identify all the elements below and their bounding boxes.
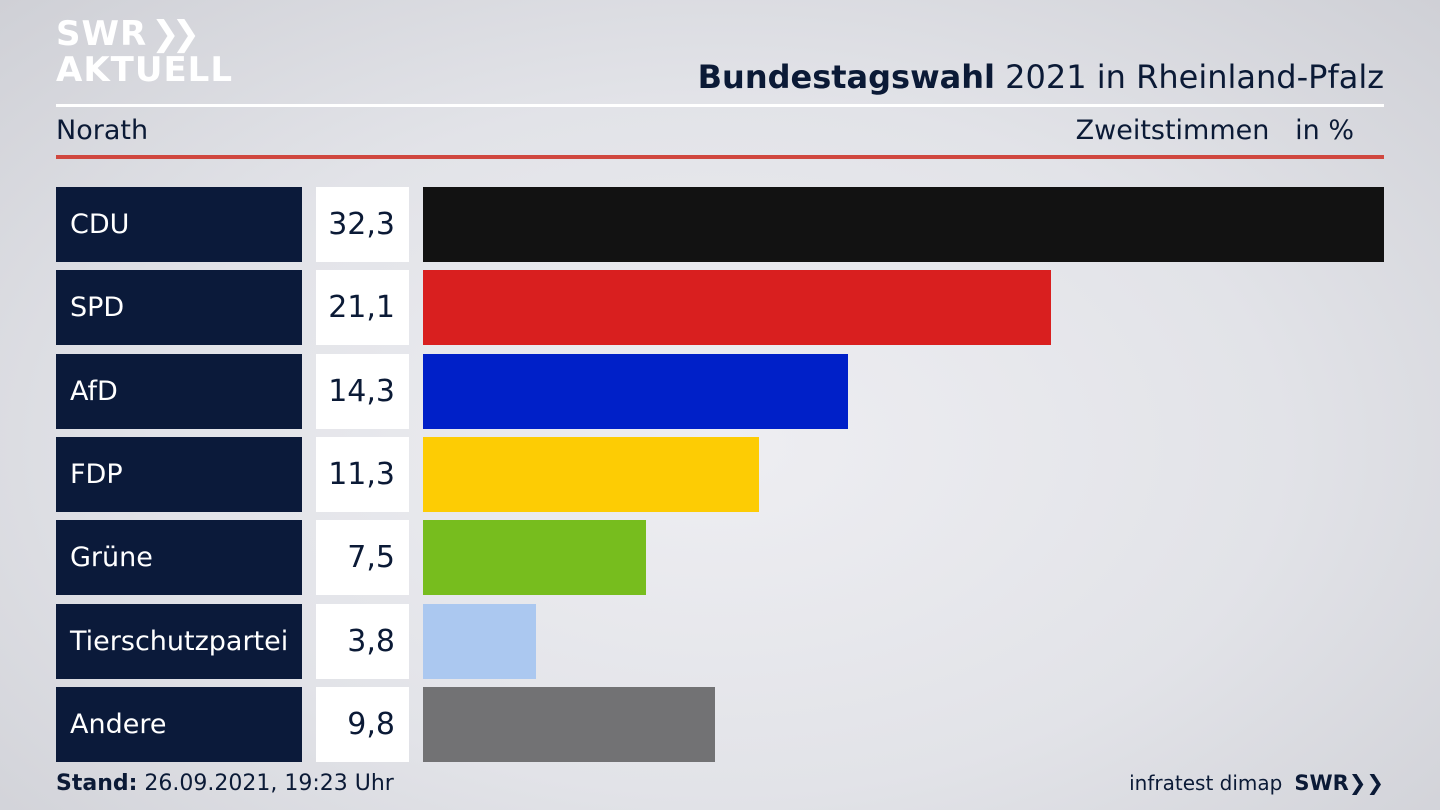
title-bold: Bundestagswahl (697, 58, 995, 96)
category-label: Grüne (56, 520, 302, 595)
double-chevron-right-icon: ❯❯ (1348, 771, 1384, 795)
double-chevron-right-icon: ❯❯ (151, 14, 200, 54)
category-label: FDP (56, 437, 302, 512)
logo-line-2: AKTUELL (56, 50, 234, 90)
measure-text: Zweitstimmen (1075, 115, 1270, 146)
footer-brand-text: SWR (1294, 771, 1349, 795)
footer-brand: SWR❯❯ (1294, 771, 1384, 795)
category-label: CDU (56, 187, 302, 262)
category-label: AfD (56, 354, 302, 429)
bar (423, 520, 646, 595)
bar (423, 187, 1384, 262)
value-label: 9,8 (316, 687, 409, 762)
bar (423, 687, 715, 762)
value-label: 21,1 (316, 270, 409, 345)
bar (423, 437, 759, 512)
category-label: Tierschutzpartei (56, 604, 302, 679)
bar (423, 604, 536, 679)
bar (423, 270, 1051, 345)
title-rest: 2021 in Rheinland-Pfalz (1005, 58, 1384, 96)
value-label: 32,3 (316, 187, 409, 262)
source-label: infratest dimap (1129, 771, 1283, 795)
stand-label: Stand: (56, 771, 138, 796)
bar (423, 354, 848, 429)
category-label: Andere (56, 687, 302, 762)
unit-text: in % (1295, 115, 1354, 146)
source-credit: infratest dimap SWR❯❯ (1129, 771, 1384, 795)
value-label: 11,3 (316, 437, 409, 512)
category-label: SPD (56, 270, 302, 345)
logo-line-1: SWR (56, 14, 148, 54)
measure-label: Zweitstimmen in % (1076, 115, 1354, 146)
stand-value: 26.09.2021, 19:23 Uhr (144, 771, 394, 796)
swr-aktuell-logo: SWR ❯❯ AKTUELL (56, 16, 233, 88)
value-label: 3,8 (316, 604, 409, 679)
header-divider (56, 104, 1384, 107)
subtitle-divider (56, 155, 1384, 159)
value-label: 7,5 (316, 520, 409, 595)
location-label: Norath (56, 115, 149, 146)
page-title: Bundestagswahl 2021 in Rheinland-Pfalz (698, 58, 1384, 96)
timestamp: Stand: 26.09.2021, 19:23 Uhr (56, 771, 394, 796)
value-label: 14,3 (316, 354, 409, 429)
